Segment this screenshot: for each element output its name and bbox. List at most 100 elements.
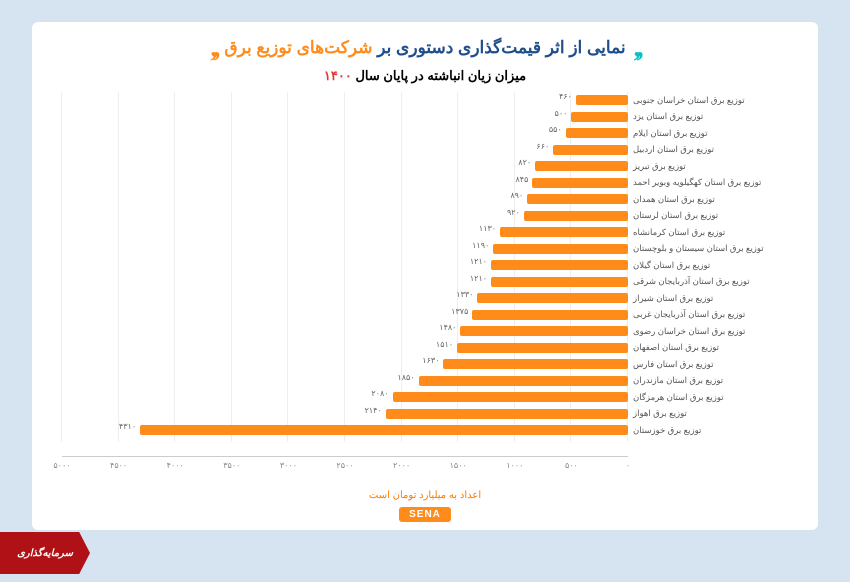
category-label: توزیع برق استان آذربایجان شرقی [633, 276, 798, 287]
x-tick: ۱۵۰۰ [450, 461, 467, 470]
x-axis-inner: ۰۵۰۰۱۰۰۰۱۵۰۰۲۰۰۰۲۵۰۰۳۰۰۰۳۵۰۰۴۰۰۰۴۵۰۰۵۰۰۰ [62, 456, 628, 486]
x-axis: ۰۵۰۰۱۰۰۰۱۵۰۰۲۰۰۰۲۵۰۰۳۰۰۰۳۵۰۰۴۰۰۰۴۵۰۰۵۰۰۰ [52, 456, 798, 486]
bar [491, 260, 628, 270]
category-label: توزیع برق استان هرمزگان [633, 392, 798, 403]
bar [553, 145, 628, 155]
category-label: توزیع برق استان خراسان رضوی [633, 326, 798, 337]
bar-row: توزیع برق استان گیلان۱۲۱۰ [62, 257, 628, 274]
bar [393, 392, 628, 402]
main-title: ,, نمایی از اثر قیمت‌گذاری دستوری بر شرک… [52, 38, 798, 58]
category-label: توزیع برق استان شیراز [633, 293, 798, 304]
quote-open-icon: ,, [210, 41, 216, 55]
value-label: ۱۲۱۰ [470, 274, 487, 283]
value-label: ۲۰۸۰ [371, 389, 388, 398]
bar-row: توزیع برق استان فارس۱۶۳۰ [62, 356, 628, 373]
bar-row: توزیع برق تبریز۸۲۰ [62, 158, 628, 175]
bar [527, 194, 628, 204]
value-label: ۴۳۱۰ [119, 422, 136, 431]
x-tick: ۳۰۰۰ [280, 461, 297, 470]
bar [477, 293, 628, 303]
value-label: ۶۶۰ [536, 142, 549, 151]
value-label: ۱۳۷۵ [451, 307, 468, 316]
value-label: ۸۴۵ [515, 175, 528, 184]
value-label: ۹۲۰ [507, 208, 520, 217]
category-label: توزیع برق اهواز [633, 408, 798, 419]
title-pre: نمایی از اثر قیمت‌گذاری دستوری بر [373, 38, 626, 57]
bar-row: توزیع برق استان لرستان۹۲۰ [62, 208, 628, 225]
bar [493, 244, 628, 254]
category-label: توزیع برق استان گیلان [633, 260, 798, 271]
bar-row: توزیع برق استان آذربایجان شرقی۱۲۱۰ [62, 274, 628, 291]
bar-row: توزیع برق استان یزد۵۰۰ [62, 109, 628, 126]
category-label: توزیع برق استان لرستان [633, 210, 798, 221]
bar-row: توزیع برق استان خراسان جنوبی۴۶۰ [62, 92, 628, 109]
chart-subtitle: میزان زیان انباشته در پایان سال ۱۴۰۰ [52, 68, 798, 84]
value-label: ۱۱۳۰ [479, 224, 496, 233]
bar [566, 128, 628, 138]
bar-row: توزیع برق استان خراسان رضوی۱۴۸۰ [62, 323, 628, 340]
x-tick: ۲۰۰۰ [393, 461, 410, 470]
logo-wrap: SENA [52, 507, 798, 522]
value-label: ۵۰۰ [555, 109, 568, 118]
bar [491, 277, 628, 287]
value-label: ۴۶۰ [559, 92, 572, 101]
x-tick: ۳۵۰۰ [223, 461, 240, 470]
bar-row: توزیع برق استان همدان۸۹۰ [62, 191, 628, 208]
bar [500, 227, 628, 237]
value-label: ۸۹۰ [510, 191, 523, 200]
value-label: ۱۴۸۰ [439, 323, 456, 332]
bar-chart: توزیع برق استان خراسان جنوبی۴۶۰توزیع برق… [52, 92, 798, 452]
footnote: اعداد به میلیارد تومان است [52, 490, 798, 501]
category-label: توزیع برق استان کهگیلویه وبویر احمد [633, 177, 798, 188]
category-label: توزیع برق استان اردبیل [633, 144, 798, 155]
category-label: توزیع برق استان مازندران [633, 375, 798, 386]
value-label: ۲۱۴۰ [365, 406, 382, 415]
sena-logo: SENA [399, 507, 451, 522]
category-label: توزیع برق استان سیستان و بلوچستان [633, 243, 798, 254]
category-label: توزیع برق استان کرمانشاه [633, 227, 798, 238]
bar [419, 376, 628, 386]
category-label: توزیع برق تبریز [633, 161, 798, 172]
x-tick: ۱۰۰۰ [506, 461, 523, 470]
value-label: ۵۵۰ [549, 125, 562, 134]
value-label: ۱۱۹۰ [472, 241, 489, 250]
subtitle-text: میزان زیان انباشته در پایان سال [352, 68, 526, 83]
category-label: توزیع برق استان یزد [633, 111, 798, 122]
category-label: توزیع برق استان خراسان جنوبی [633, 95, 798, 106]
bar-row: توزیع برق استان اردبیل۶۶۰ [62, 142, 628, 159]
bar [576, 95, 628, 105]
x-tick: ۵۰۰ [565, 461, 578, 470]
bar-row: توزیع برق اهواز۲۱۴۰ [62, 406, 628, 423]
bar-row: توزیع برق استان هرمزگان۲۰۸۰ [62, 389, 628, 406]
bar [460, 326, 628, 336]
bar-row: توزیع برق استان مازندران۱۸۵۰ [62, 373, 628, 390]
bar [472, 310, 628, 320]
value-label: ۱۵۱۰ [436, 340, 453, 349]
value-label: ۱۶۳۰ [422, 356, 439, 365]
category-label: توزیع برق خوزستان [633, 425, 798, 436]
source-badge: سرمایه‌گذاری [0, 532, 90, 574]
category-label: توزیع برق استان ایلام [633, 128, 798, 139]
badge-text: سرمایه‌گذاری [17, 548, 73, 559]
x-tick: ۵۰۰۰ [53, 461, 70, 470]
bar-row: توزیع برق استان شیراز۱۳۳۰ [62, 290, 628, 307]
bar [524, 211, 628, 221]
bar-row: توزیع برق خوزستان۴۳۱۰ [62, 422, 628, 439]
bar-row: توزیع برق استان کهگیلویه وبویر احمد۸۴۵ [62, 175, 628, 192]
bar-row: توزیع برق استان کرمانشاه۱۱۳۰ [62, 224, 628, 241]
category-label: توزیع برق استان همدان [633, 194, 798, 205]
bar-row: توزیع برق استان ایلام۵۵۰ [62, 125, 628, 142]
chart-card: ,, نمایی از اثر قیمت‌گذاری دستوری بر شرک… [32, 22, 818, 530]
bar [571, 112, 628, 122]
quote-close-icon: ,, [634, 41, 640, 55]
value-label: ۸۲۰ [518, 158, 531, 167]
category-label: توزیع برق استان اصفهان [633, 342, 798, 353]
bar-row: توزیع برق استان آذربایجان غربی۱۳۷۵ [62, 307, 628, 324]
bar [535, 161, 628, 171]
value-label: ۱۲۱۰ [470, 257, 487, 266]
x-tick: ۴۵۰۰ [110, 461, 127, 470]
category-label: توزیع برق استان فارس [633, 359, 798, 370]
x-tick: ۰ [626, 461, 630, 470]
value-label: ۱۸۵۰ [397, 373, 414, 382]
bar [386, 409, 628, 419]
